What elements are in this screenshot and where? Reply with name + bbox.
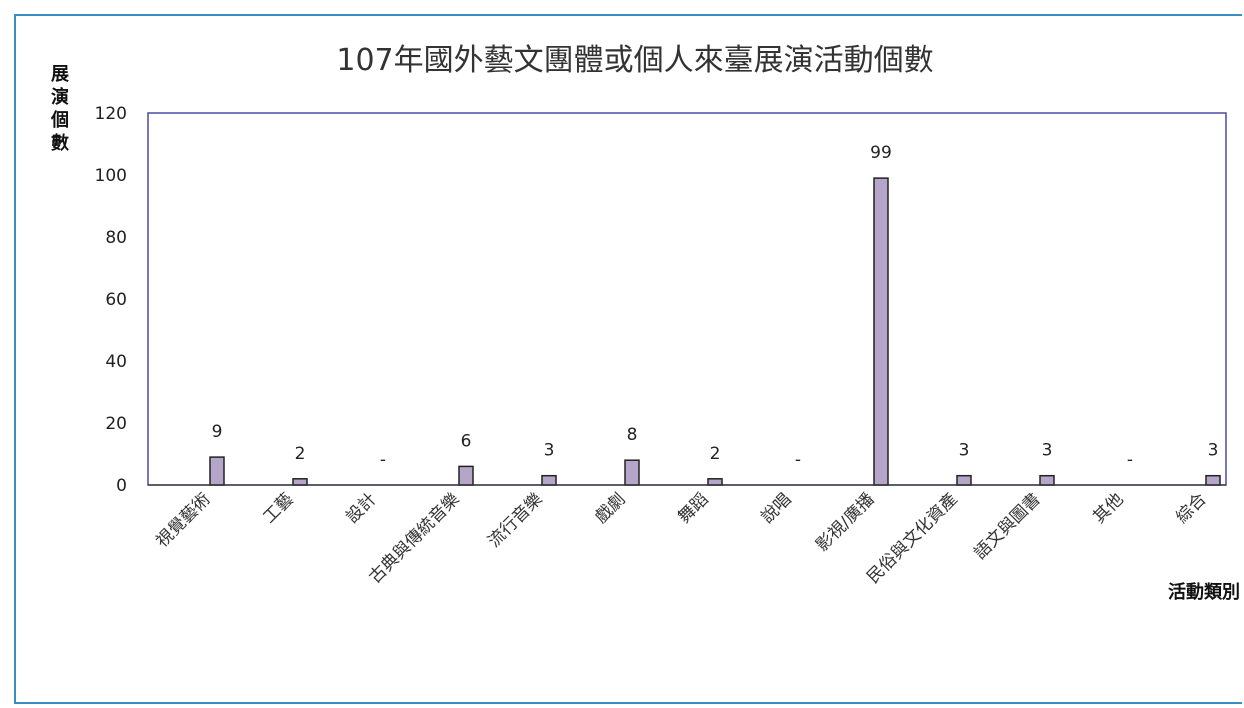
data-label: 99	[870, 143, 892, 163]
bar	[458, 465, 474, 486]
data-label: 3	[959, 441, 970, 461]
bar	[541, 474, 557, 486]
x-tick-label: 綜合	[1172, 489, 1210, 527]
bar	[1039, 474, 1055, 486]
x-tick-label: 舞蹈	[674, 489, 712, 527]
x-tick-label: 其他	[1089, 489, 1127, 527]
chart-frame	[14, 14, 1242, 704]
y-tick-label: 60	[105, 290, 127, 310]
y-axis-title-char: 數	[51, 133, 69, 154]
y-tick-label: 80	[105, 228, 127, 248]
plot-area	[147, 112, 1227, 486]
data-labels: 9 2 - 6 3 8 2 - 99 3 3 - 3	[212, 143, 1219, 470]
x-tick-label: 古典與傳統音樂	[365, 489, 463, 587]
bar	[624, 459, 640, 486]
data-label: 3	[1042, 441, 1053, 461]
x-tick-label: 設計	[342, 489, 380, 527]
data-label: -	[795, 450, 801, 470]
x-tick-label: 說唱	[757, 489, 795, 527]
x-tick-label: 流行音樂	[484, 489, 546, 551]
bar	[707, 478, 723, 486]
y-axis-title-char: 展	[51, 64, 70, 85]
data-label: 9	[212, 422, 223, 442]
y-tick-label: 40	[105, 352, 127, 372]
bars	[148, 177, 1226, 486]
x-tick-label: 工藝	[259, 489, 297, 527]
y-axis-title-char: 個	[50, 110, 69, 131]
x-tick-label: 影視/廣播	[812, 489, 878, 555]
bar	[292, 478, 308, 486]
y-tick-label: 120	[95, 104, 127, 124]
x-tick-label: 戲劇	[591, 489, 629, 527]
data-label: 2	[710, 444, 721, 464]
y-axis-ticks: 0 20 40 60 80 100 120	[95, 104, 127, 496]
data-label: -	[1127, 450, 1133, 470]
y-tick-label: 0	[116, 476, 127, 496]
bar	[1205, 474, 1221, 486]
x-tick-label: 視覺藝術	[152, 489, 214, 551]
x-tick-label: 語文與圖書	[970, 489, 1044, 563]
data-label: 3	[1208, 441, 1219, 461]
bar	[956, 474, 972, 486]
y-axis-title-char: 演	[51, 86, 69, 108]
y-tick-label: 100	[95, 166, 127, 186]
chart-title: 107年國外藝文團體或個人來臺展演活動個數	[336, 43, 933, 78]
y-tick-label: 20	[105, 414, 127, 434]
data-label: 3	[544, 441, 555, 461]
bar	[209, 456, 225, 486]
data-label: -	[380, 450, 386, 470]
bar	[873, 177, 889, 486]
data-label: 8	[627, 425, 638, 445]
x-tick-label: 民俗與文化資產	[863, 489, 961, 587]
x-axis-title: 活動類別	[1168, 581, 1240, 603]
data-label: 6	[461, 431, 472, 451]
data-label: 2	[295, 444, 306, 464]
